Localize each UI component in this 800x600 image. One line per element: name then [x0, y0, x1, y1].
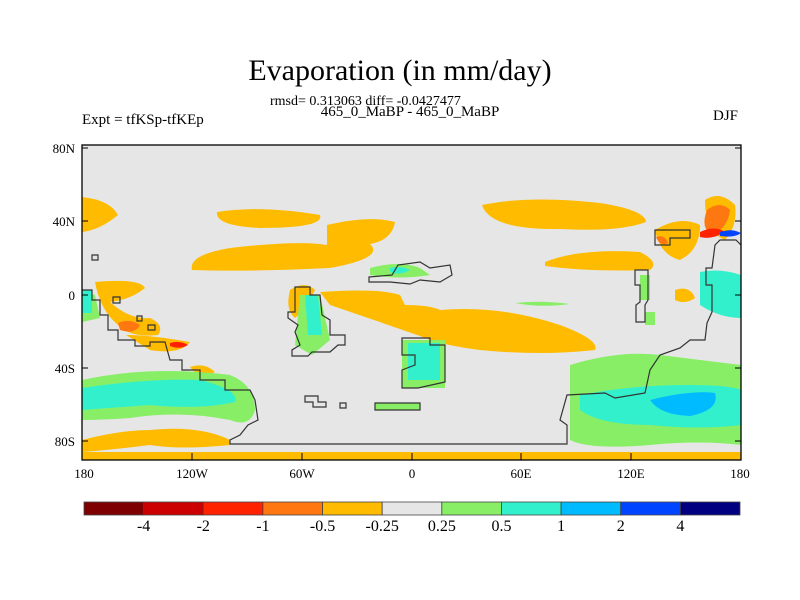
lon-label: 120W	[176, 466, 208, 481]
colorbar-label: -2	[196, 518, 210, 535]
colorbar-label: 0.25	[427, 518, 456, 535]
colorbar-swatch	[381, 501, 443, 516]
colorbar-swatch	[620, 501, 681, 516]
colorbar-swatch	[322, 501, 383, 516]
colorbar-swatch	[679, 501, 741, 516]
lat-label: 40S	[54, 361, 75, 376]
colorbar	[83, 501, 741, 516]
colorbar-label: 4	[676, 518, 685, 535]
season-label: DJF	[712, 108, 738, 124]
lon-label: 0	[408, 466, 416, 481]
stats-text: rmsd= 0.313063 diff= -0.0427477	[270, 94, 461, 109]
lon-label: 60E	[510, 466, 532, 481]
colorbar-label: -4	[136, 518, 151, 535]
lat-label: 0	[68, 288, 76, 303]
colorbar-swatch	[441, 501, 502, 516]
lon-label: 60W	[289, 466, 315, 481]
experiment-label: Expt = tfKSp-tfKEp	[82, 112, 204, 128]
lon-label: 180	[730, 466, 750, 481]
colorbar-swatch	[202, 501, 264, 516]
lat-label: 80N	[52, 141, 75, 156]
colorbar-label: -1	[256, 518, 270, 535]
colorbar-swatch	[83, 501, 145, 516]
colorbar-swatch	[143, 501, 204, 516]
plot-subtitle: 465_0_MaBP - 465_0_MaBP	[320, 104, 500, 120]
colorbar-swatch	[501, 501, 562, 516]
colorbar-label: 2	[616, 518, 625, 535]
axis-ticks	[82, 147, 741, 460]
lon-label: 180	[74, 466, 94, 481]
colorbar-label: -0.5	[309, 518, 336, 535]
lat-label: 40N	[52, 214, 75, 229]
contour-fills	[82, 196, 741, 460]
colorbar-swatch	[262, 501, 323, 516]
colorbar-label: -0.25	[365, 518, 399, 535]
plot-title: Evaporation (in mm/day)	[248, 54, 552, 87]
colorbar-label: 0.5	[491, 518, 512, 535]
colorbar-swatch	[560, 501, 622, 516]
colorbar-label: 1	[557, 518, 566, 535]
coastlines	[82, 229, 742, 445]
lon-label: 120E	[617, 466, 645, 481]
lat-label: 80S	[54, 434, 75, 449]
